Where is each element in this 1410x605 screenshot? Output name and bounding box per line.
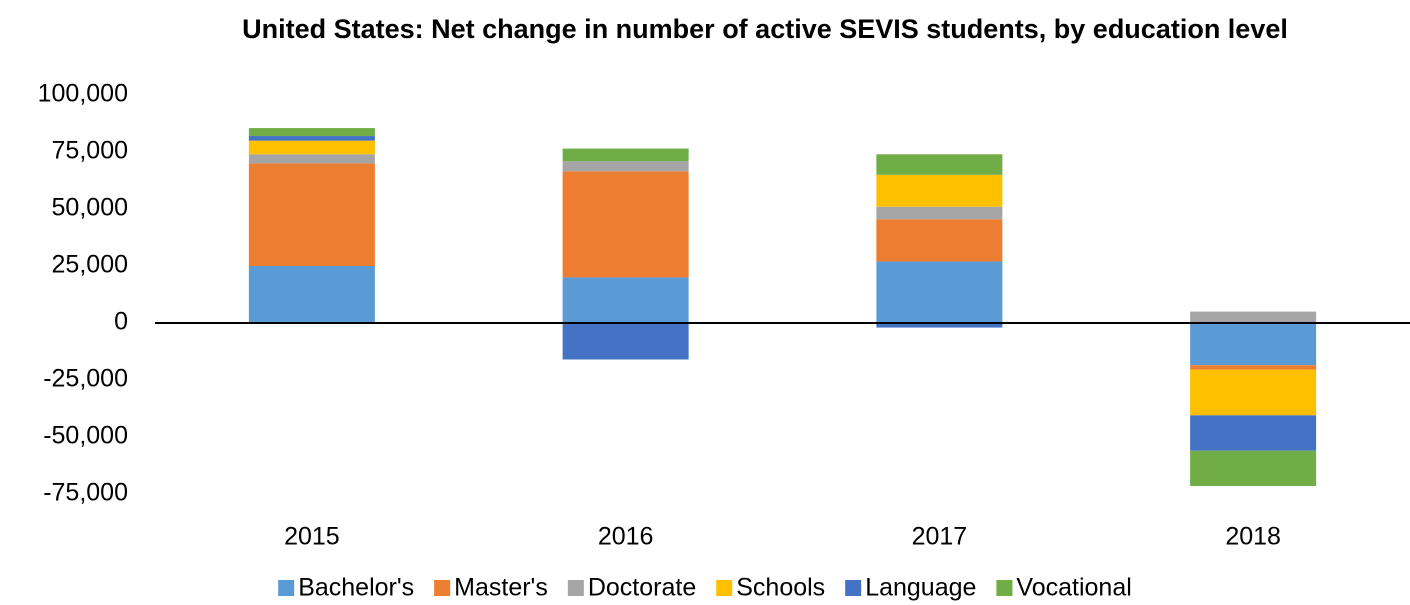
- bar-segment: [248, 140, 375, 155]
- bar-segment: [876, 154, 1003, 175]
- y-tick-label: 0: [114, 308, 128, 336]
- legend-label: Language: [865, 574, 976, 602]
- bar-segment: [248, 154, 375, 164]
- bar-segment: [876, 174, 1003, 207]
- legend-label: Doctorate: [588, 574, 696, 602]
- y-tick-label: -75,000: [43, 479, 128, 507]
- x-tick-label: 2015: [284, 523, 340, 551]
- y-tick-label: 100,000: [38, 80, 128, 108]
- x-tick-label: 2017: [912, 523, 968, 551]
- bar-segment: [1190, 311, 1317, 323]
- bar-segment: [562, 171, 689, 278]
- bar-segment: [1190, 369, 1317, 416]
- chart-title: United States: Net change in number of a…: [242, 14, 1288, 44]
- y-tick-label: 50,000: [52, 194, 128, 222]
- bar-segment: [876, 261, 1003, 323]
- bar-segment: [248, 128, 375, 137]
- legend-swatch: [278, 580, 295, 596]
- legend-swatch: [434, 580, 451, 596]
- y-tick-label: 75,000: [52, 137, 128, 165]
- bar-segment: [562, 277, 689, 323]
- legend-swatch: [996, 580, 1013, 596]
- bar-segment: [876, 206, 1003, 220]
- y-tick-label: 25,000: [52, 251, 128, 279]
- bar-segment: [562, 323, 689, 360]
- x-tick-label: 2016: [598, 523, 654, 551]
- bar-segment: [1190, 450, 1317, 487]
- bar-segment: [1190, 415, 1317, 451]
- bar-segment: [876, 219, 1003, 262]
- legend-label: Bachelor's: [298, 574, 414, 602]
- legend-swatch: [845, 580, 862, 596]
- legend-label: Master's: [454, 574, 548, 602]
- bar-segment: [248, 163, 375, 266]
- legend-label: Schools: [736, 574, 825, 602]
- bar-segment: [1190, 365, 1317, 370]
- bar-segment: [562, 161, 689, 172]
- bar-segment: [248, 266, 375, 323]
- y-tick-label: -25,000: [43, 365, 128, 393]
- bar-segment: [1190, 323, 1317, 366]
- bar-segment: [876, 323, 1003, 328]
- bar-segment: [248, 136, 375, 141]
- legend-swatch: [716, 580, 733, 596]
- bar-segment: [562, 148, 689, 162]
- legend-label: Vocational: [1016, 574, 1131, 602]
- legend: Bachelor's Master's Doctorate Schools Langua…: [278, 574, 1132, 602]
- legend-swatch: [567, 580, 584, 596]
- y-tick-label: -50,000: [43, 422, 128, 450]
- x-tick-label: 2018: [1225, 523, 1281, 551]
